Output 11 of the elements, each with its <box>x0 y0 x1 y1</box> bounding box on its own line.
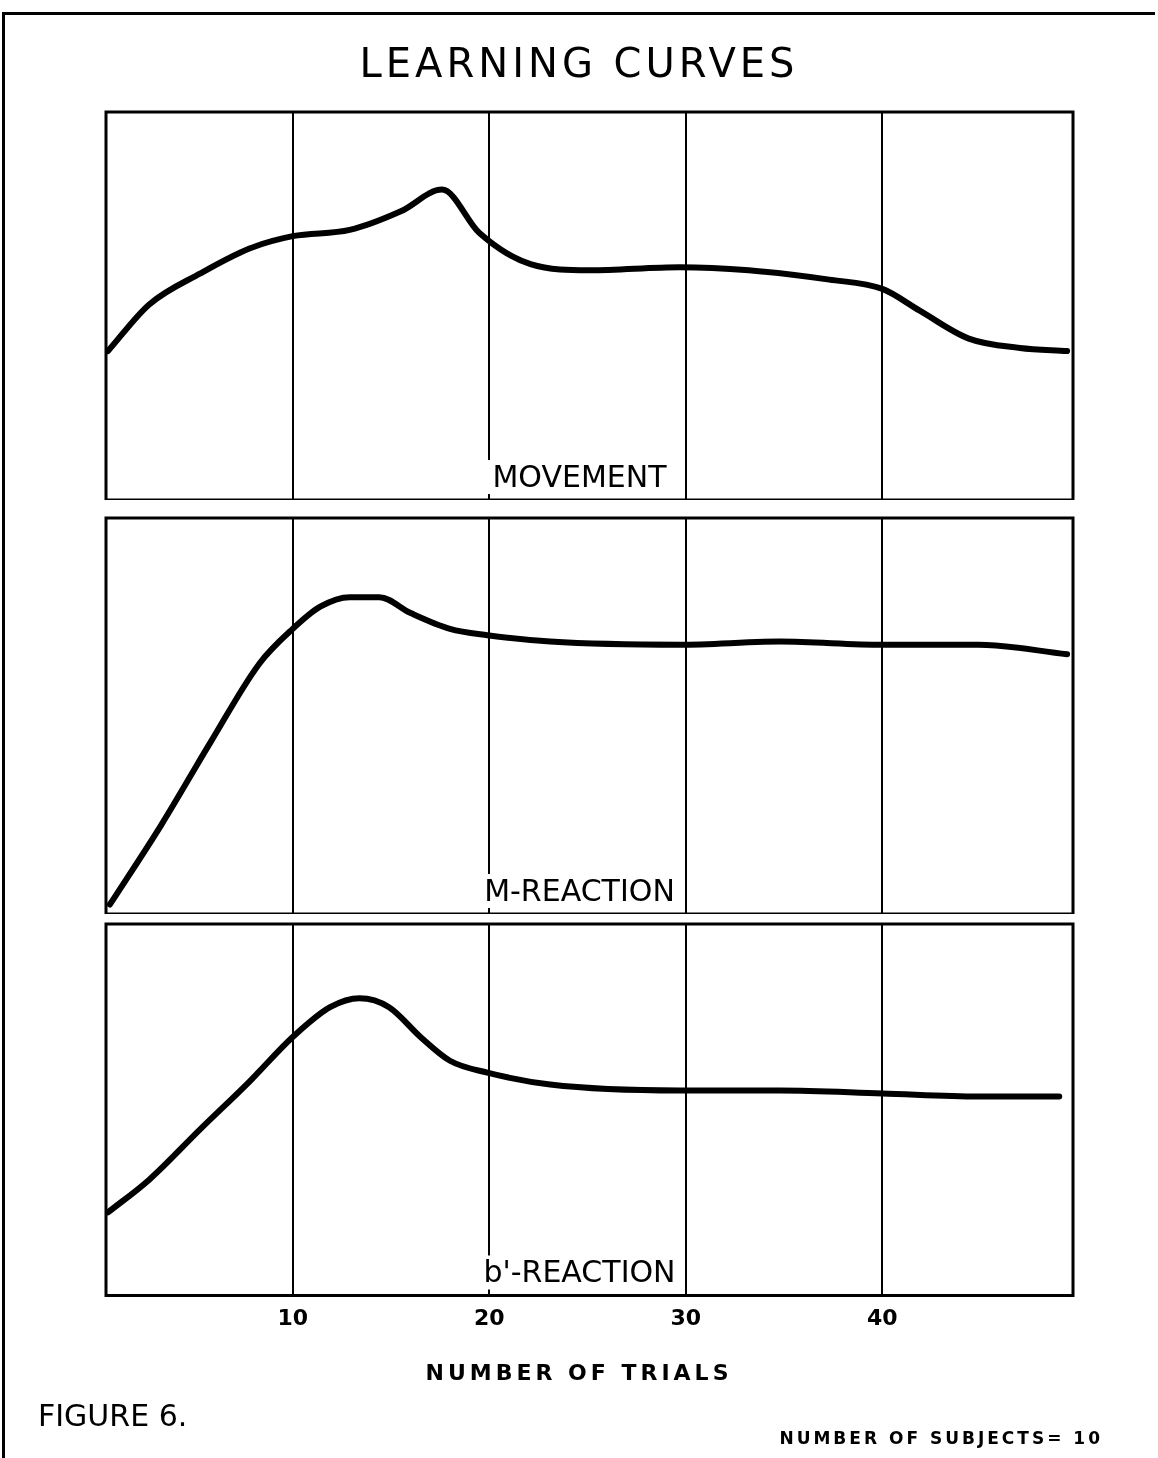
text: b'-REACTION <box>483 1254 676 1290</box>
x-tick-label: 40 <box>867 1304 898 1330</box>
x-tick-label: 10 <box>277 1304 309 1330</box>
caption: FIGURE 6. <box>38 1398 188 1433</box>
text: MOVEMENT <box>492 458 668 494</box>
chart-title: LEARNING CURVES <box>358 40 800 86</box>
text: M-REACTION <box>484 872 675 908</box>
x-tick-label: 20 <box>473 1304 505 1330</box>
x-axis-title: NUMBER OF TRIALS <box>424 1360 734 1385</box>
x-tick-label: 30 <box>670 1304 702 1330</box>
text: NUMBER OF SUBJECTS= 10 <box>779 1428 1103 1448</box>
